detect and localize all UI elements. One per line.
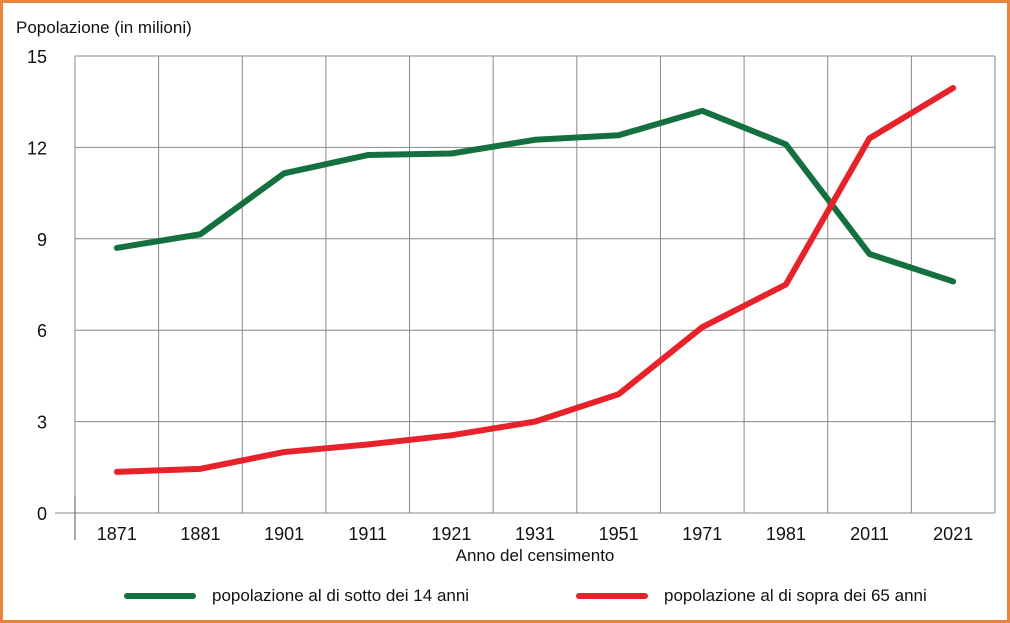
legend-item-over-65: popolazione al di sopra dei 65 anni [576,586,927,606]
y-tick-label: 3 [37,413,47,433]
y-tick-label: 9 [37,230,47,250]
legend: popolazione al di sotto dei 14 anni popo… [0,586,1010,614]
x-tick-label: 1901 [264,524,304,544]
x-tick-label: 1911 [348,524,387,544]
legend-swatch-green [124,593,196,599]
x-axis-title: Anno del censimento [455,546,615,565]
x-tick-label: 1881 [180,524,220,544]
x-axis-ticks: 1871 1881 1901 1911 1921 1931 1951 1971 1981 2011… [97,524,973,544]
legend-item-under-14: popolazione al di sotto dei 14 anni [124,586,469,606]
x-tick-label: 1921 [431,524,471,544]
y-tick-label: 0 [37,504,47,524]
x-tick-label: 2021 [933,524,973,544]
legend-label: popolazione al di sotto dei 14 anni [212,586,470,605]
series-lines [113,84,957,475]
legend-swatch-red [576,593,648,599]
y-tick-label: 12 [27,138,47,158]
x-tick-label: 1971 [682,524,722,544]
y-tick-label: 6 [37,321,47,341]
legend-label: popolazione al di sopra dei 65 anni [664,586,927,605]
y-tick-label: 15 [27,47,47,67]
x-tick-label: 1931 [515,524,555,544]
x-tick-label: 1951 [599,524,639,544]
x-tick-label: 1981 [766,524,806,544]
y-axis-ticks: 0 3 6 9 12 15 [27,47,47,524]
grid [55,55,996,540]
x-tick-label: 1871 [97,524,137,544]
y-axis-title: Popolazione (in milioni) [16,18,192,37]
x-tick-label: 2011 [850,524,889,544]
